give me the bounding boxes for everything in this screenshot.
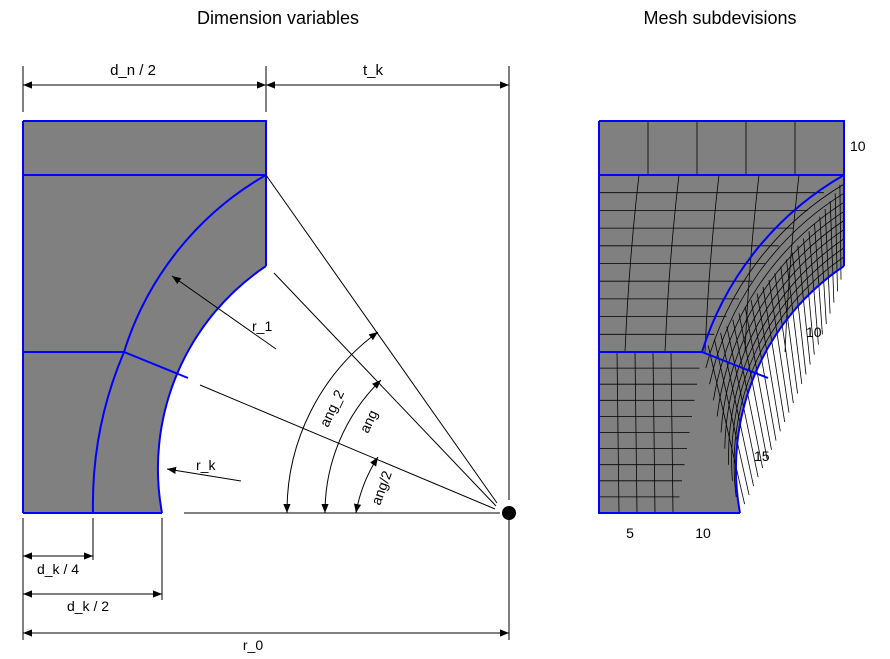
mesh-count-arc-outer: 10 (806, 324, 822, 340)
mesh-grid (599, 121, 845, 514)
mesh-count-arc-inner: 15 (754, 448, 770, 464)
label-r0: r_0 (243, 637, 263, 653)
mesh-count-bottom-left: 5 (626, 525, 634, 541)
label-dk-half: d_k / 2 (67, 598, 109, 614)
left-geometry (22, 120, 267, 514)
left-title: Dimension variables (197, 8, 359, 28)
arc-quarter (91, 351, 125, 514)
radius-annotations: r_1 r_k (166, 275, 277, 482)
outline-top (23, 120, 267, 266)
mesh-view: 10 10 15 5 10 (598, 120, 866, 541)
grey-region (23, 121, 266, 513)
label-ang: ang (356, 407, 380, 435)
mesh-count-bottom-right: 10 (695, 525, 711, 541)
label-tk: t_k (363, 62, 384, 79)
label-ang-half: ang/2 (368, 468, 395, 507)
label-r1: r_1 (252, 318, 272, 334)
mesh-count-top: 10 (850, 138, 866, 154)
line-diag (123, 351, 189, 379)
arc-mid (123, 174, 267, 353)
top-dimensions: d_n / 2 t_k (22, 62, 510, 500)
label-dk-quarter: d_k / 4 (37, 561, 79, 577)
right-title: Mesh subdevisions (643, 8, 796, 28)
label-rk: r_k (196, 457, 216, 473)
bottom-dimensions: d_k / 4 d_k / 2 r_0 (22, 513, 510, 653)
angle-annotations: ang_2 ang ang/2 (283, 331, 395, 514)
label-dn-half: d_n / 2 (110, 62, 156, 79)
